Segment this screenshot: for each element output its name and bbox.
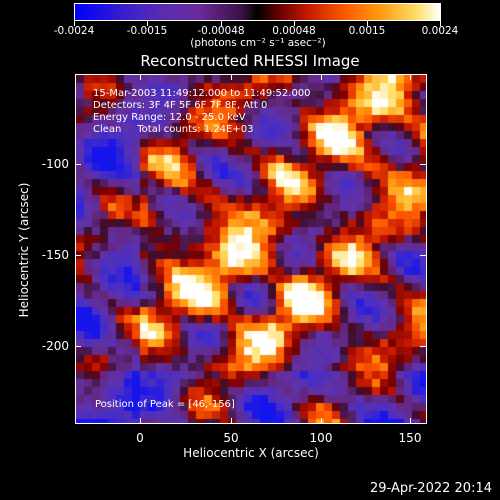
y-tick bbox=[75, 255, 81, 256]
colorbar-tick bbox=[294, 21, 295, 26]
colorbar-tick bbox=[440, 21, 441, 26]
plot-area: 15-Mar-2003 11:49:12.000 to 11:49:52.000… bbox=[75, 74, 427, 424]
colorbar-gradient bbox=[75, 4, 440, 20]
y-tick-label: -100 bbox=[41, 157, 69, 171]
y-axis-label: Heliocentric Y (arcsec) bbox=[17, 182, 31, 318]
x-tick-label: 150 bbox=[398, 431, 422, 445]
y-tick bbox=[420, 255, 426, 256]
x-tick bbox=[321, 418, 322, 424]
colorbar-tick bbox=[147, 21, 148, 26]
y-tick-label: -200 bbox=[41, 339, 69, 353]
x-tick bbox=[231, 74, 232, 80]
colorbar-tick-label: -0.00048 bbox=[197, 25, 245, 37]
x-tick bbox=[410, 418, 411, 424]
y-tick bbox=[420, 164, 426, 165]
info-line-detectors: Detectors: 3F 4F 5F 6F 7F 8F, Att 0 bbox=[93, 100, 268, 111]
x-tick bbox=[140, 418, 141, 424]
colorbar-tick-label: -0.0024 bbox=[53, 25, 95, 37]
peak-position-label: Position of Peak = [46,-156] bbox=[95, 399, 235, 410]
colorbar-tick bbox=[221, 21, 222, 26]
info-line-energy: Energy Range: 12.0 - 25.0 keV bbox=[93, 112, 246, 123]
colorbar-tick bbox=[367, 21, 368, 26]
x-axis-label: Heliocentric X (arcsec) bbox=[183, 446, 319, 460]
y-tick bbox=[75, 346, 81, 347]
x-tick bbox=[140, 74, 141, 80]
x-tick bbox=[410, 74, 411, 80]
colorbar bbox=[74, 3, 441, 21]
x-tick-label: 50 bbox=[223, 431, 239, 445]
x-tick-label: 0 bbox=[136, 431, 144, 445]
info-line-counts: Clean Total counts: 1.24E+03 bbox=[93, 124, 254, 135]
y-tick-label: -150 bbox=[41, 248, 69, 262]
footer-timestamp: 29-Apr-2022 20:14 bbox=[370, 481, 492, 496]
colorbar-tick-label: 0.00048 bbox=[272, 25, 316, 37]
colorbar-tick-label: -0.0015 bbox=[126, 25, 168, 37]
x-tick-label: 100 bbox=[309, 431, 333, 445]
y-tick bbox=[75, 164, 81, 165]
colorbar-unit-label: (photons cm⁻² s⁻¹ asec⁻²) bbox=[190, 37, 326, 49]
colorbar-tick-label: 0.0015 bbox=[348, 25, 386, 37]
colorbar-tick-label: 0.0024 bbox=[421, 25, 459, 37]
colorbar-tick bbox=[74, 21, 75, 26]
x-tick bbox=[231, 418, 232, 424]
y-tick bbox=[420, 346, 426, 347]
info-line-time: 15-Mar-2003 11:49:12.000 to 11:49:52.000 bbox=[93, 88, 311, 99]
x-tick bbox=[321, 74, 322, 80]
plot-title: Reconstructed RHESSI Image bbox=[140, 52, 360, 70]
heatmap-image bbox=[76, 75, 426, 423]
